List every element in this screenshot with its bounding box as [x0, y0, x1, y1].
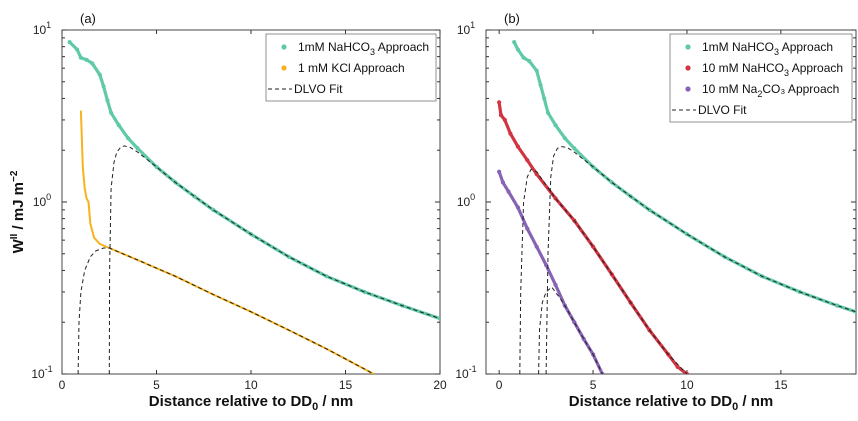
legend-marker [281, 65, 287, 71]
data-point [581, 336, 586, 341]
series-1mm-nahco-approach [68, 40, 440, 321]
panel-label: (a) [80, 11, 96, 26]
data-point [116, 123, 121, 128]
dlvo-fit-line [108, 145, 440, 374]
x-tick-label: 20 [433, 378, 447, 392]
panel-b: 0 5 10 15 10-1 100 101 (b) Distance relative to … [455, 11, 857, 413]
data-point [553, 123, 558, 128]
legend-label: 1 mM KCl Approach [298, 61, 405, 75]
data-point [545, 110, 551, 115]
y-axis-label: WII / mJ m−2 [9, 170, 27, 253]
series-1-mm-kcl-approach [79, 110, 375, 374]
x-tick-label: 0 [59, 378, 66, 392]
data-point [506, 189, 511, 194]
x-tick-label: 10 [680, 378, 694, 392]
dlvo-fit-line [519, 168, 688, 374]
data-point [78, 55, 83, 60]
data-point [534, 244, 539, 249]
legend-label: 1mM NaHCO3 Approach [298, 40, 429, 57]
legend-box [669, 33, 853, 123]
data-point [572, 146, 577, 151]
data-point [525, 158, 530, 163]
legend-marker [685, 44, 691, 50]
legend-marker [685, 65, 691, 71]
data-point [515, 205, 521, 210]
y-tick-label: 101 [33, 20, 51, 37]
data-point [835, 303, 840, 308]
y-tick-label: 101 [457, 20, 475, 37]
legend-label: DLVO Fit [698, 103, 747, 117]
data-point [538, 82, 543, 87]
data-point [67, 40, 72, 45]
legend-label: 10 mM NaHCO3 Approach [702, 61, 843, 78]
dlvo-fit-line [538, 286, 603, 374]
data-point [498, 113, 504, 118]
legend-label: 1mM NaHCO3 Approach [702, 40, 833, 57]
x-axis-label: Distance relative to DD0 / nm [149, 393, 354, 413]
data-point [105, 98, 110, 103]
legend: 1mM NaHCO3 Approach 1 mM KCl Approach DLVO… [265, 33, 437, 102]
x-tick-label: 5 [590, 378, 597, 392]
panel-a: 0 5 10 15 20 10-1 100 101 (a) Distance relative t… [31, 11, 447, 413]
plot-area [67, 40, 440, 374]
x-axis-label: Distance relative to DD0 / nm [569, 393, 774, 413]
data-point [286, 254, 291, 259]
data-point [515, 144, 521, 149]
y-tick-label: 100 [457, 192, 475, 209]
data-point [135, 146, 140, 151]
data-point [544, 262, 549, 268]
legend-marker [685, 86, 691, 92]
data-point [90, 61, 95, 66]
data-point [324, 274, 329, 279]
data-point [497, 169, 502, 174]
data-point [527, 58, 532, 64]
data-point [84, 57, 89, 63]
data-point [534, 68, 539, 73]
data-point [515, 47, 521, 52]
series-10-mm-nahco-approach [497, 100, 689, 374]
dlvo-fit-line [545, 146, 856, 374]
x-tick-label: 15 [774, 378, 788, 392]
data-point [542, 96, 547, 101]
legend-box [265, 33, 437, 102]
data-point [500, 180, 505, 185]
data-point [512, 40, 517, 45]
data-point [525, 226, 530, 231]
data-point [497, 100, 502, 105]
data-point [437, 316, 440, 321]
x-tick-label: 10 [244, 378, 258, 392]
x-tick-label: 5 [153, 378, 160, 392]
dlvo-fit-line [77, 247, 375, 374]
data-point [675, 364, 680, 369]
y-tick-label: 10-1 [455, 364, 476, 381]
data-point [101, 84, 106, 89]
legend: 1mM NaHCO3 Approach 10 mM NaHCO3 Approach… [669, 33, 853, 123]
x-tick-label: 15 [339, 378, 353, 392]
y-tick-label: 100 [33, 192, 51, 209]
data-point [572, 320, 577, 325]
x-tick-label: 0 [496, 378, 503, 392]
data-point [521, 55, 526, 60]
legend-label: DLVO Fit [294, 82, 343, 96]
data-point [562, 136, 568, 141]
data-point [97, 72, 102, 77]
data-point [109, 110, 114, 115]
legend-label: 10 mM Na2CO₃ Approach [702, 82, 839, 99]
plot-area [497, 40, 856, 374]
data-point [534, 172, 539, 177]
data-point [508, 131, 513, 136]
data-point [75, 47, 80, 52]
data-point [553, 282, 558, 287]
panel-label: (b) [504, 11, 520, 26]
legend-marker [281, 44, 287, 50]
y-tick-label: 10-1 [31, 364, 52, 381]
data-point [502, 117, 507, 122]
data-point [126, 136, 131, 141]
